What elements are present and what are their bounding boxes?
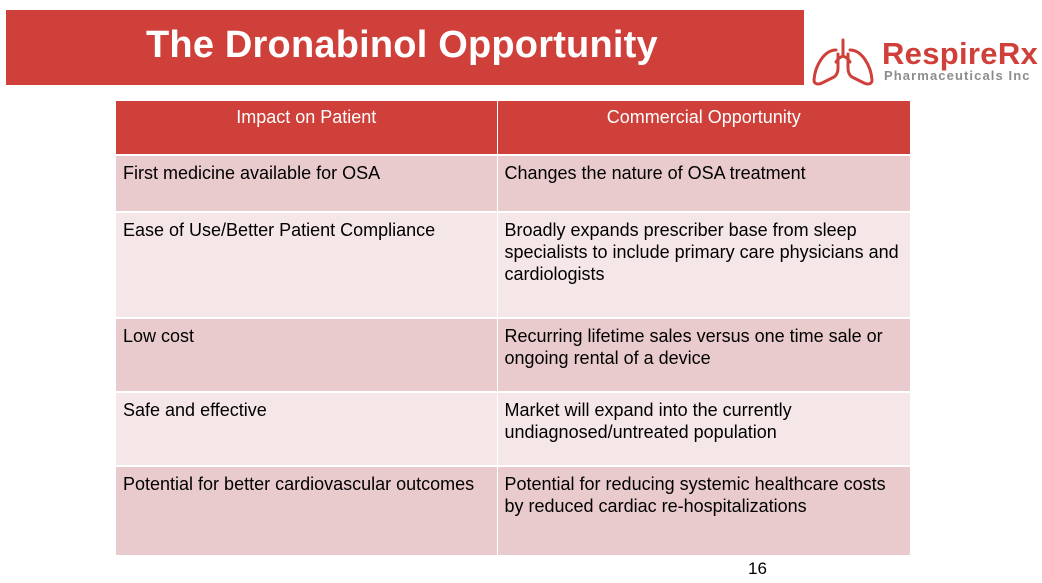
opportunity-cell: Recurring lifetime sales versus one time… bbox=[497, 318, 910, 393]
impact-cell: First medicine available for OSA bbox=[116, 155, 498, 213]
logo-subtitle: Pharmaceuticals Inc bbox=[884, 68, 1031, 83]
impact-cell: Safe and effective bbox=[116, 392, 498, 467]
table-row: Ease of Use/Better Patient Compliance Br… bbox=[116, 212, 910, 319]
impact-cell: Low cost bbox=[116, 318, 498, 393]
table-header-row: Impact on Patient Commercial Opportunity bbox=[116, 101, 910, 156]
logo-name: RespireRx bbox=[882, 36, 1039, 71]
opportunity-cell: Broadly expands prescriber base from sle… bbox=[497, 212, 910, 319]
table-row: Low cost Recurring lifetime sales versus… bbox=[116, 318, 910, 393]
title-bar: The Dronabinol Opportunity bbox=[6, 10, 804, 85]
table-row: First medicine available for OSA Changes… bbox=[116, 155, 910, 213]
header-impact: Impact on Patient bbox=[116, 101, 498, 156]
lungs-icon bbox=[812, 38, 874, 86]
impact-cell: Potential for better cardiovascular outc… bbox=[116, 466, 498, 557]
header-opportunity: Commercial Opportunity bbox=[497, 101, 910, 156]
opportunity-cell: Market will expand into the currently un… bbox=[497, 392, 910, 467]
opportunity-cell: Changes the nature of OSA treatment bbox=[497, 155, 910, 213]
impact-cell: Ease of Use/Better Patient Compliance bbox=[116, 212, 498, 319]
company-logo: RespireRx Pharmaceuticals Inc bbox=[810, 36, 1042, 88]
page-number: 16 bbox=[748, 559, 767, 578]
table-row: Safe and effective Market will expand in… bbox=[116, 392, 910, 467]
opportunity-table: Impact on Patient Commercial Opportunity… bbox=[116, 101, 910, 557]
opportunity-cell: Potential for reducing systemic healthca… bbox=[497, 466, 910, 557]
table-row: Potential for better cardiovascular outc… bbox=[116, 466, 910, 557]
slide-title: The Dronabinol Opportunity bbox=[146, 24, 658, 66]
